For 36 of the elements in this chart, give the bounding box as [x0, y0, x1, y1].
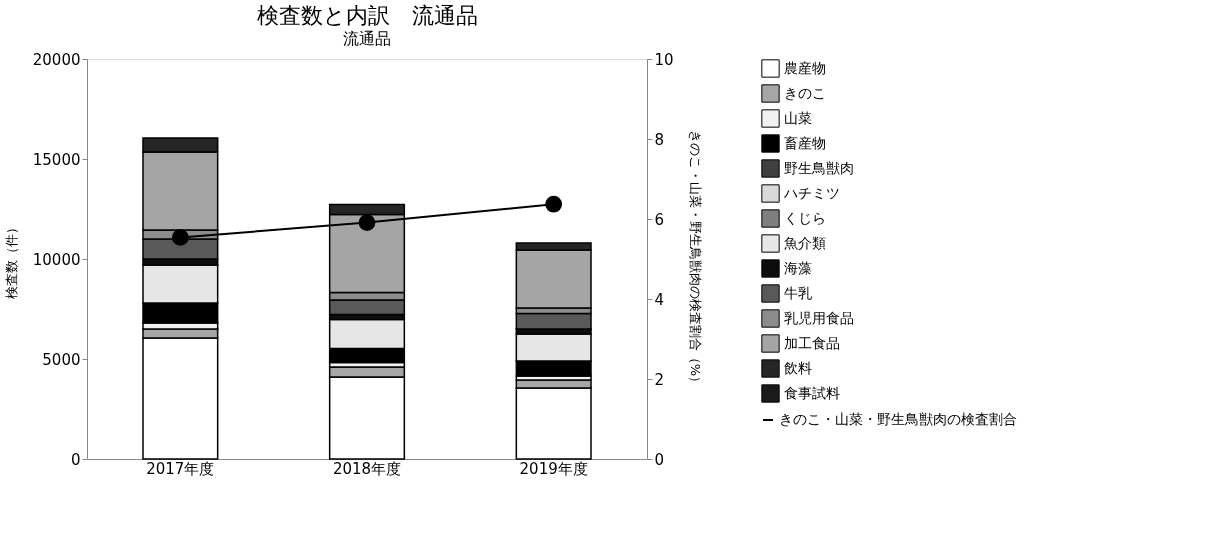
y2-tick-label: 8 [654, 130, 665, 149]
point [171, 229, 189, 246]
y-tick-label: 5000 [42, 350, 81, 369]
y-axis-title: 検査数（件） [3, 220, 19, 299]
y2-axis-title: きのこ・山菜・野生鳥獣肉の検査割合（%） [687, 129, 703, 390]
legend-label: 乳児用食品 [784, 309, 854, 326]
legend-label: 魚介類 [784, 234, 826, 251]
y2-tick-label: 10 [654, 50, 674, 69]
point [545, 195, 563, 213]
legend-label: くじら [784, 209, 826, 226]
legend-label: 加工食品 [784, 334, 840, 351]
y2-tick-label: 2 [654, 370, 665, 389]
legend-label: きのこ・山菜・野生鳥獣肉の検査割合 [779, 411, 1017, 427]
y2-tick-label: 0 [654, 450, 665, 469]
y-tick-label: 0 [70, 450, 81, 469]
y-tick-label: 10000 [32, 250, 81, 269]
legend-label: 飲料 [784, 359, 812, 376]
x-tick-label: 2019年度 [519, 459, 588, 478]
legend-label: 野生鳥獣肉 [784, 159, 854, 176]
chart-title: 検査数と内訳 流通品 [256, 3, 478, 28]
legend-label: きのこ [784, 84, 826, 101]
legend-label: 畜産物 [784, 134, 826, 151]
legend-label: ハチミツ [783, 184, 840, 201]
legend-label: 牛乳 [784, 284, 812, 301]
y2-tick-label: 6 [654, 210, 665, 229]
y-tick-label: 20000 [32, 50, 81, 69]
legend-label: 海藻 [784, 259, 812, 276]
x-tick-label: 2018年度 [332, 459, 402, 478]
text: 流通品 [343, 29, 391, 48]
point [358, 214, 376, 231]
legend-label: 山菜 [784, 109, 812, 126]
y-tick-label: 15000 [32, 150, 81, 169]
x-tick-label: 2017年度 [146, 459, 215, 478]
legend-label: 農産物 [784, 59, 826, 76]
legend-label: 食事試料 [784, 384, 840, 401]
y2-tick-label: 4 [654, 290, 665, 309]
